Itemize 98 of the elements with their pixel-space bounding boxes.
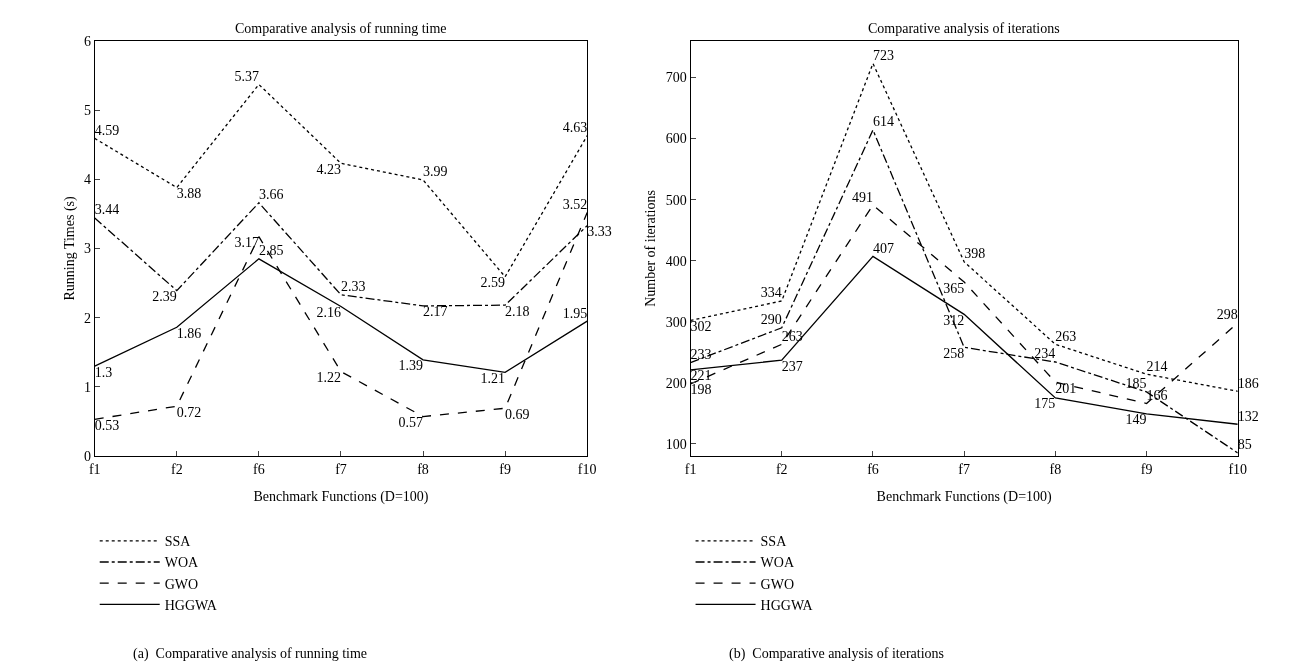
data-label: 3.44 bbox=[94, 202, 120, 218]
data-label: 614 bbox=[872, 114, 894, 130]
data-label: 85 bbox=[1237, 437, 1252, 453]
data-label: 2.16 bbox=[316, 305, 341, 321]
data-label: 2.39 bbox=[152, 289, 177, 305]
x-tick-label: f2 bbox=[775, 461, 788, 477]
data-label: 175 bbox=[1034, 396, 1056, 412]
x-tick-label: f1 bbox=[684, 461, 697, 477]
data-label: 1.39 bbox=[398, 358, 424, 374]
data-label: 1.86 bbox=[176, 325, 202, 341]
data-label: 0.72 bbox=[176, 404, 202, 420]
data-label: 2.18 bbox=[505, 303, 530, 319]
x-tick-label: f6 bbox=[867, 461, 879, 477]
y-tick-label: 300 bbox=[665, 314, 687, 330]
data-label: 2.17 bbox=[423, 304, 448, 320]
x-tick-label: f2 bbox=[170, 461, 183, 477]
data-label: 491 bbox=[851, 189, 873, 205]
data-label: 1.3 bbox=[94, 364, 113, 380]
y-tick-label: 5 bbox=[83, 102, 91, 118]
y-axis-title: Running Times (s) bbox=[61, 195, 78, 301]
y-tick-label: 100 bbox=[665, 436, 687, 452]
data-label: 186 bbox=[1237, 375, 1259, 391]
data-label: 234 bbox=[1034, 346, 1056, 362]
data-label: 0.69 bbox=[505, 406, 530, 422]
data-label: 298 bbox=[1216, 307, 1238, 323]
x-tick-label: f6 bbox=[253, 461, 265, 477]
x-axis-title: Benchmark Functions (D=100) bbox=[253, 489, 429, 506]
data-label: 3.99 bbox=[423, 164, 448, 180]
data-label: 0.53 bbox=[94, 417, 120, 433]
data-label: 723 bbox=[872, 47, 894, 63]
x-tick-label: f8 bbox=[1049, 461, 1062, 477]
data-label: 4.63 bbox=[562, 120, 588, 136]
x-tick-label: f9 bbox=[499, 461, 511, 477]
data-label: 233 bbox=[690, 347, 712, 363]
data-label: 398 bbox=[964, 246, 986, 262]
data-label: 1.95 bbox=[562, 305, 588, 321]
x-axis-title: Benchmark Functions (D=100) bbox=[876, 489, 1053, 506]
data-label: 149 bbox=[1125, 412, 1147, 428]
legend-label: SSA bbox=[760, 534, 788, 550]
data-label: 1.22 bbox=[316, 370, 341, 386]
x-tick-label: f7 bbox=[958, 461, 970, 477]
data-label: 263 bbox=[1055, 328, 1077, 344]
legend-label: SSA bbox=[164, 534, 192, 550]
y-tick-label: 2 bbox=[83, 310, 91, 326]
data-label: 4.23 bbox=[316, 161, 341, 177]
y-tick-label: 200 bbox=[665, 375, 687, 391]
data-label: 201 bbox=[1055, 380, 1077, 396]
text: (b) Comparative analysis of iterations bbox=[729, 646, 944, 662]
data-label: 221 bbox=[690, 368, 712, 384]
data-label: 3.52 bbox=[562, 196, 588, 212]
legend-label: WOA bbox=[760, 555, 795, 571]
y-tick-label: 400 bbox=[665, 253, 687, 269]
y-tick-label: 0 bbox=[83, 448, 91, 464]
text: (a) Comparative analysis of running time bbox=[133, 646, 368, 662]
x-tick-label: f10 bbox=[1228, 461, 1248, 477]
legend-label: WOA bbox=[164, 555, 200, 571]
y-tick-label: 1 bbox=[83, 379, 91, 395]
x-tick-label: f10 bbox=[577, 461, 597, 477]
data-label: 290 bbox=[760, 312, 782, 328]
data-label: 2.85 bbox=[258, 243, 284, 259]
x-tick-label: f7 bbox=[335, 461, 347, 477]
data-label: 258 bbox=[943, 345, 965, 361]
data-label: 1.21 bbox=[480, 370, 506, 386]
data-label: 4.59 bbox=[94, 122, 120, 138]
legend-label: GWO bbox=[164, 576, 199, 592]
y-tick-label: 6 bbox=[83, 33, 91, 49]
data-label: 132 bbox=[1237, 408, 1259, 424]
data-label: 166 bbox=[1146, 388, 1168, 404]
data-label: 198 bbox=[690, 382, 712, 398]
data-label: 3.88 bbox=[176, 186, 202, 202]
legend-label: GWO bbox=[760, 576, 794, 592]
y-tick-label: 4 bbox=[83, 172, 91, 188]
data-label: 3.66 bbox=[258, 187, 284, 203]
data-label: 365 bbox=[943, 280, 965, 296]
y-tick-label: 3 bbox=[83, 241, 91, 257]
y-axis-title: Number of iterations bbox=[643, 190, 659, 307]
x-tick-label: f1 bbox=[88, 461, 101, 477]
data-label: 2.59 bbox=[480, 275, 506, 291]
data-label: 334 bbox=[760, 285, 782, 301]
chart-title: Comparative analysis of iterations bbox=[868, 21, 1060, 36]
data-label: 3.33 bbox=[587, 224, 612, 240]
data-label: 185 bbox=[1125, 376, 1147, 392]
data-label: 3.17 bbox=[234, 235, 259, 251]
x-tick-label: f9 bbox=[1140, 461, 1153, 477]
data-label: 0.57 bbox=[398, 415, 424, 431]
legend-label: HGGWA bbox=[164, 597, 218, 613]
data-label: 214 bbox=[1146, 358, 1168, 374]
legend-label: HGGWA bbox=[760, 597, 814, 613]
data-label: 407 bbox=[872, 240, 894, 256]
y-tick-label: 500 bbox=[665, 192, 687, 208]
y-tick-label: 600 bbox=[665, 131, 687, 147]
data-label: 5.37 bbox=[234, 68, 259, 84]
y-tick-label: 700 bbox=[665, 70, 687, 86]
chart-title: Comparative analysis of running time bbox=[235, 21, 447, 36]
data-label: 237 bbox=[781, 358, 803, 374]
data-label: 2.33 bbox=[340, 279, 366, 295]
data-label: 312 bbox=[943, 312, 965, 328]
x-tick-label: f8 bbox=[417, 461, 429, 477]
